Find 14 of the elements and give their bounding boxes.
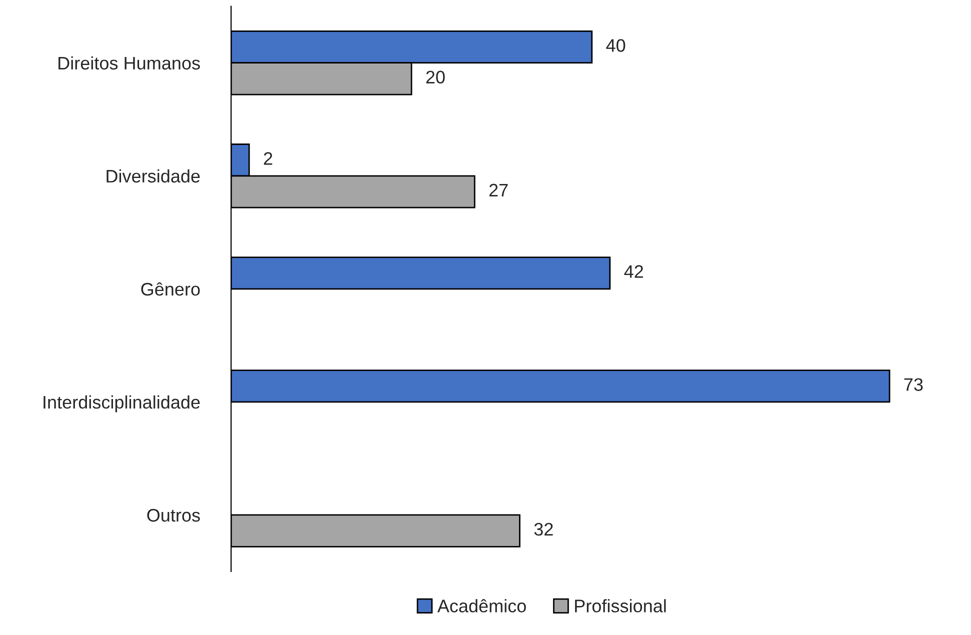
data-label: 2 <box>264 152 272 165</box>
y-tick-label: Gênero <box>141 282 200 296</box>
data-label: 27 <box>489 184 508 196</box>
legend-label: Acadêmico <box>437 599 526 612</box>
data-label: 40 <box>606 39 626 52</box>
data-label: 32 <box>534 522 553 536</box>
y-tick-label: Outros <box>147 508 200 522</box>
data-label: 73 <box>904 378 923 391</box>
y-tick-label: Diversidade <box>106 169 200 183</box>
data-label: 42 <box>624 265 643 278</box>
y-tick-label: Interdisciplinalidade <box>44 395 200 412</box>
y-tick-label: Direitos Humanos <box>58 56 200 70</box>
legend-label: Profissional <box>575 599 666 612</box>
data-label: 20 <box>426 70 445 84</box>
